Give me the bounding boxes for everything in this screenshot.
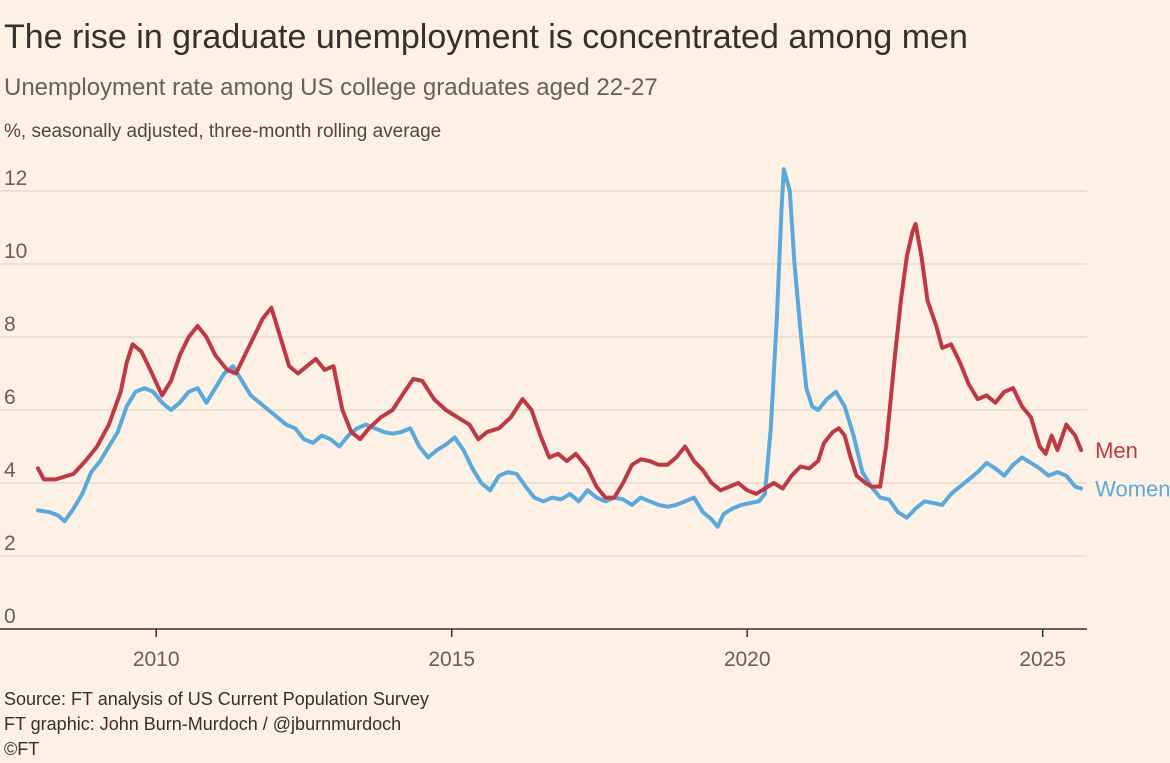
x-axis-ticks: 2010 2015 2020 2025 bbox=[133, 629, 1066, 671]
series-line-men bbox=[36, 221, 1084, 500]
units-note: %, seasonally adjusted, three-month roll… bbox=[4, 121, 442, 142]
chart-subtitle: Unemployment rate among US college gradu… bbox=[4, 74, 658, 101]
copyright: ©FT bbox=[4, 739, 40, 759]
x-tick-label: 2010 bbox=[133, 648, 180, 671]
series-label-women: Women bbox=[1095, 476, 1170, 501]
y-tick-label: 4 bbox=[4, 459, 16, 482]
y-tick-label: 6 bbox=[4, 386, 16, 409]
y-tick-label: 0 bbox=[4, 605, 16, 628]
y-tick-label: 10 bbox=[4, 240, 27, 263]
series-lines bbox=[36, 167, 1084, 529]
y-axis-ticks: 0 2 4 6 8 10 12 bbox=[4, 167, 27, 628]
y-tick-label: 2 bbox=[4, 532, 16, 555]
graphic-credit: FT graphic: John Burn-Murdoch / @jburnmu… bbox=[4, 714, 402, 734]
series-label-men: Men bbox=[1095, 438, 1138, 463]
source-note: Source: FT analysis of US Current Popula… bbox=[4, 689, 429, 709]
x-tick-label: 2015 bbox=[428, 648, 475, 671]
y-tick-label: 12 bbox=[4, 167, 27, 190]
y-tick-label: 8 bbox=[4, 313, 16, 336]
x-tick-label: 2025 bbox=[1019, 648, 1066, 671]
series-labels: Women Men bbox=[1095, 438, 1170, 501]
chart-title: The rise in graduate unemployment is con… bbox=[4, 18, 968, 56]
gridlines bbox=[0, 190, 1087, 630]
x-tick-label: 2020 bbox=[724, 648, 771, 671]
series-line-women bbox=[36, 167, 1084, 529]
